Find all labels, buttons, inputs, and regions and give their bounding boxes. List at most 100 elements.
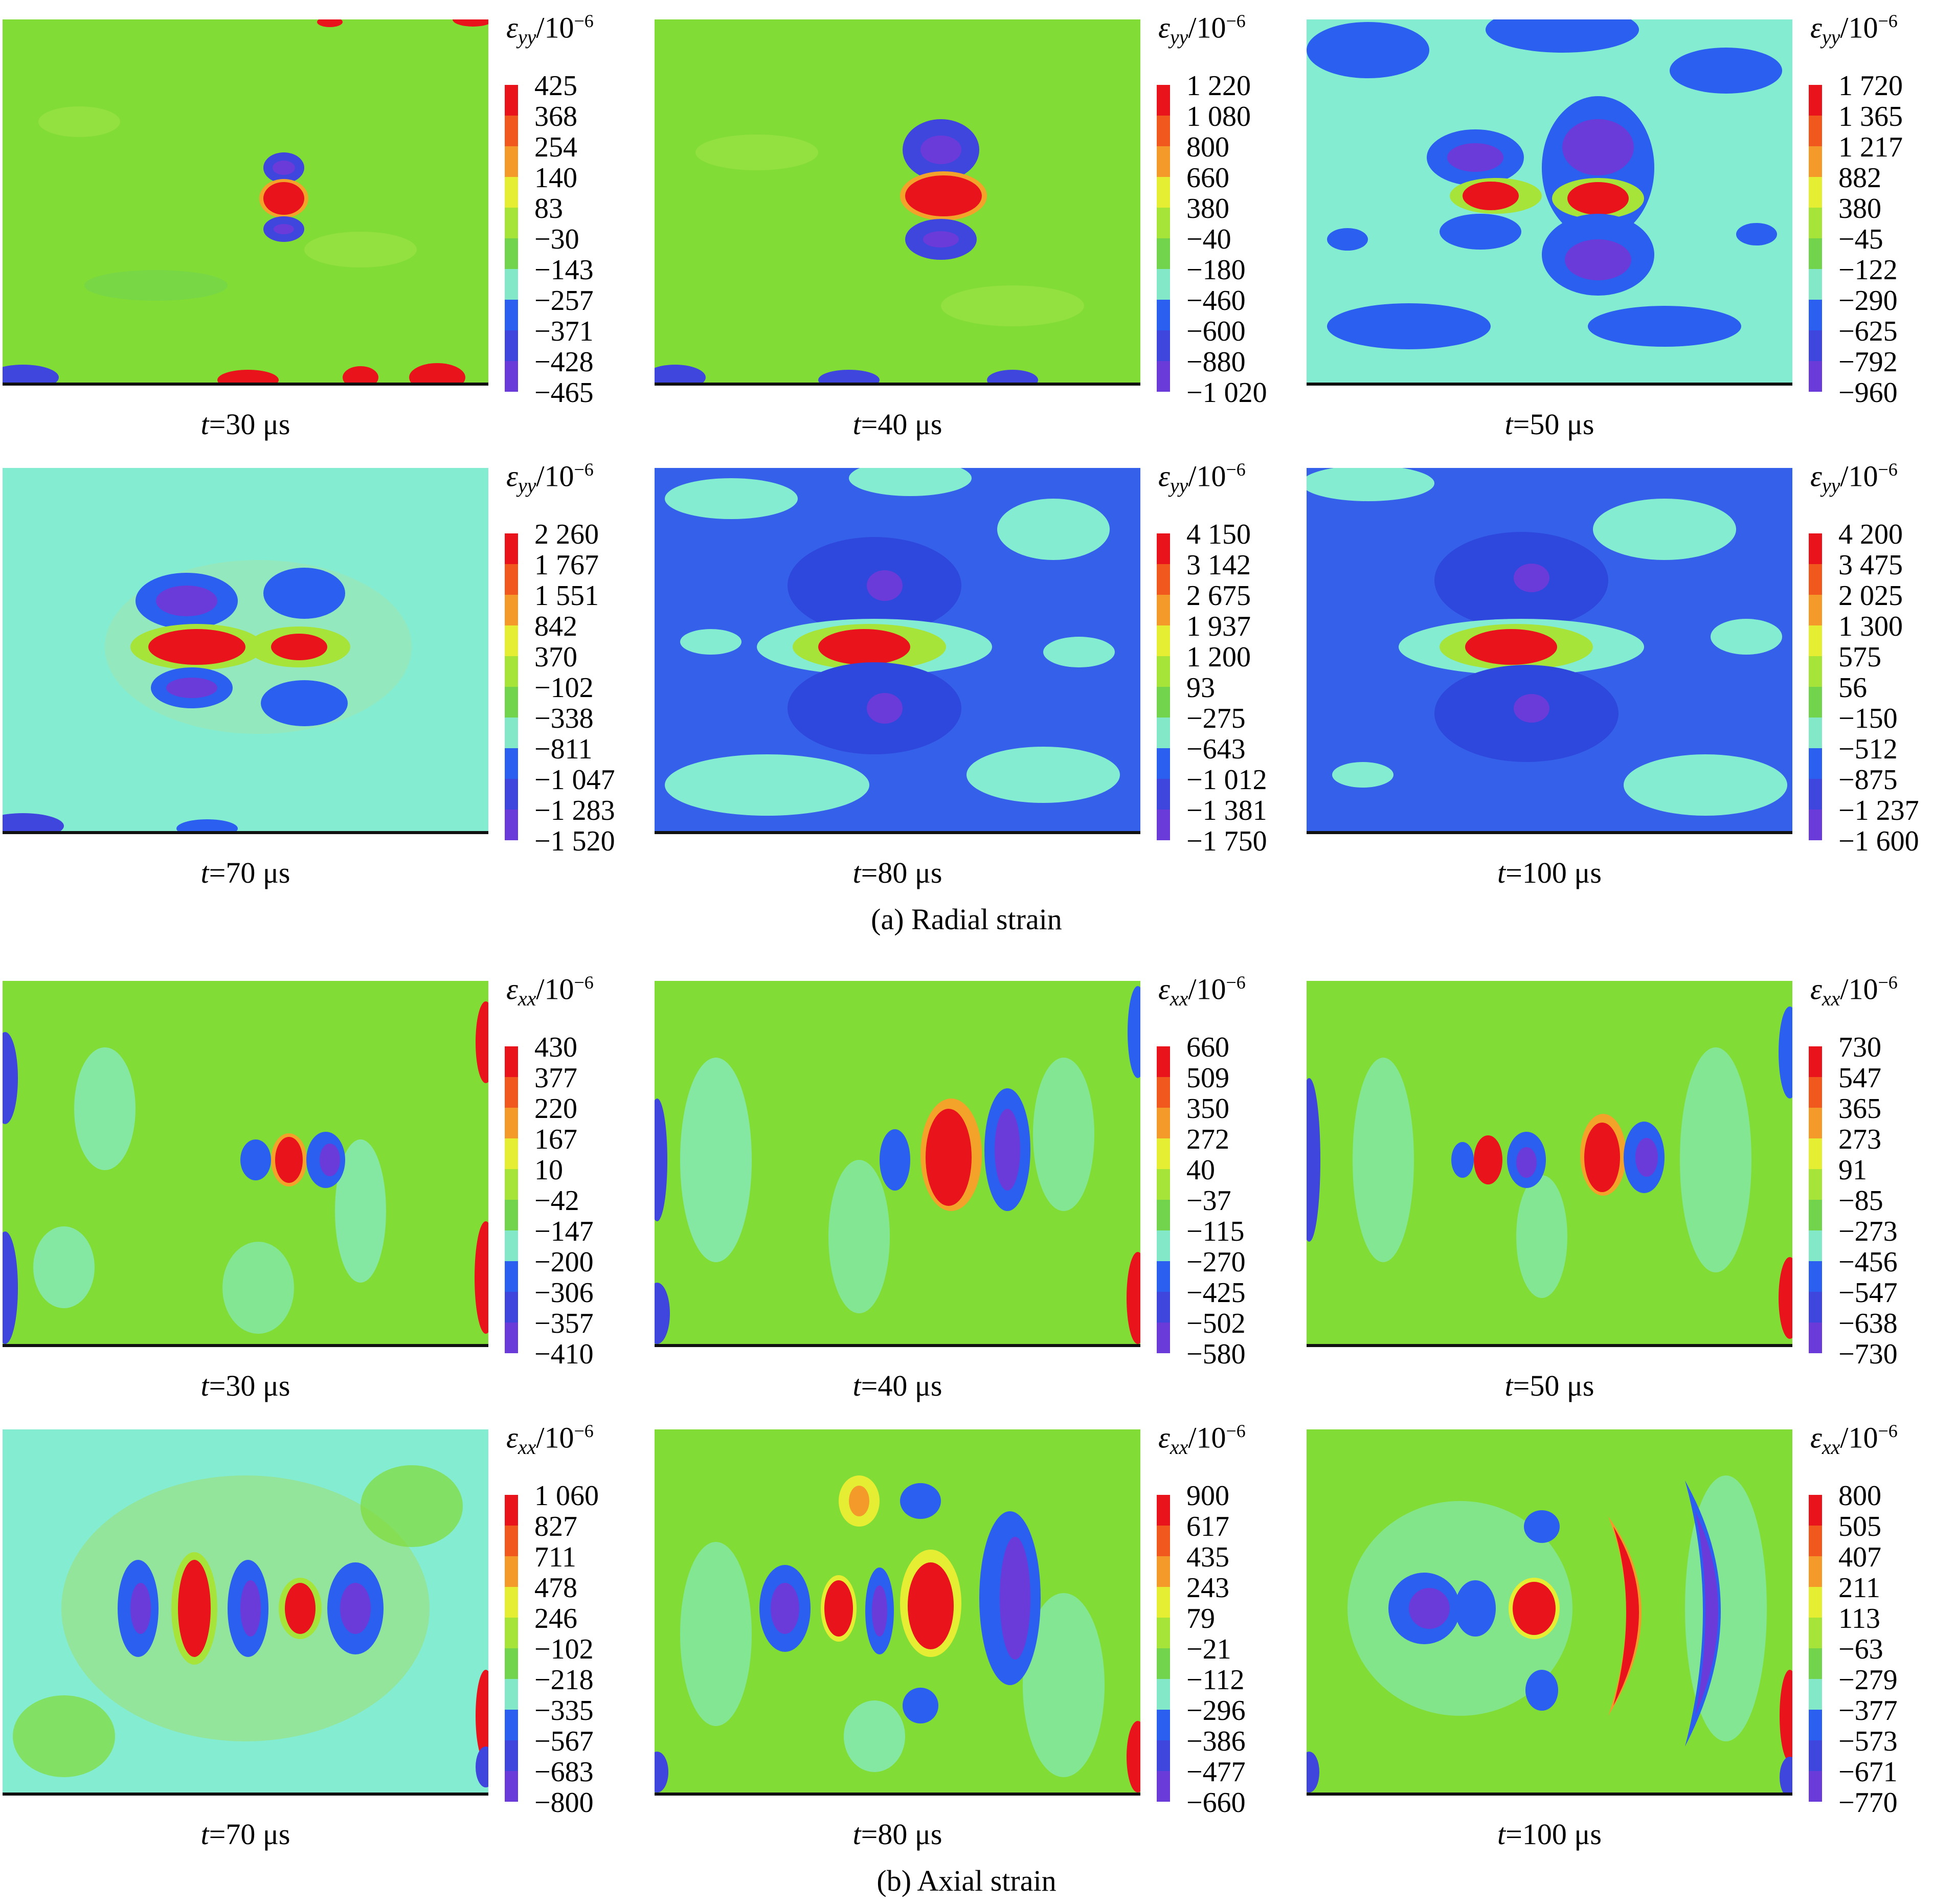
tick-label: −257 bbox=[534, 285, 594, 317]
tick-label: 370 bbox=[534, 641, 577, 673]
tick-label: 56 bbox=[1838, 672, 1867, 704]
tick-label: −40 bbox=[1186, 223, 1231, 255]
tick-label: −338 bbox=[534, 703, 594, 734]
tick-label: −102 bbox=[534, 672, 594, 704]
tick-label: 1 217 bbox=[1838, 131, 1903, 163]
tick-label: 660 bbox=[1186, 1032, 1229, 1063]
strain-field-map bbox=[3, 1429, 488, 1796]
panel-yy100: εyy/10−6 4 200 3 475 2 025 1 300 575 56 −150 −5… bbox=[1307, 459, 1933, 903]
tick-label: 800 bbox=[1838, 1480, 1881, 1512]
tick-label: −290 bbox=[1838, 285, 1898, 317]
tick-label: 505 bbox=[1838, 1511, 1881, 1542]
tick-label: −122 bbox=[1838, 254, 1898, 286]
tick-label: −477 bbox=[1186, 1756, 1246, 1788]
tick-label: −460 bbox=[1186, 285, 1246, 317]
tick-label: −792 bbox=[1838, 346, 1898, 378]
colorbar bbox=[1157, 1046, 1170, 1353]
tick-label: −45 bbox=[1838, 223, 1883, 255]
tick-label: 254 bbox=[534, 131, 577, 163]
tick-label: 220 bbox=[534, 1093, 577, 1125]
caption-axial-strain: (b) Axial strain bbox=[876, 1864, 1057, 1897]
tick-label: 365 bbox=[1838, 1093, 1881, 1125]
colorbar-ticks: 1 220 1 080 800 660 380 −40 −180 −460 −600 −880 −1… bbox=[1186, 71, 1299, 408]
tick-label: −218 bbox=[534, 1664, 594, 1696]
colorbar bbox=[1809, 1495, 1822, 1802]
colorbar-title: εyy/10−6 bbox=[1158, 459, 1246, 497]
tick-label: −730 bbox=[1838, 1338, 1898, 1370]
tick-label: −660 bbox=[1186, 1787, 1246, 1819]
tick-label: −811 bbox=[534, 733, 593, 765]
colorbar-title: εxx/10−6 bbox=[1810, 972, 1898, 1010]
panel-yy30: εyy/10−6 425 368 254 140 83 −30 −143 −257 −371 −4… bbox=[3, 11, 642, 454]
caption-radial-strain: (a) Radial strain bbox=[871, 903, 1062, 936]
tick-label: −580 bbox=[1186, 1338, 1246, 1370]
colorbar-ticks: 425 368 254 140 83 −30 −143 −257 −371 −428 −465 bbox=[534, 71, 647, 408]
tick-label: 575 bbox=[1838, 641, 1881, 673]
time-label: t=30 μs bbox=[200, 1369, 290, 1402]
colorbar-title: εxx/10−6 bbox=[1810, 1421, 1898, 1459]
panel-yy50: εyy/10−6 1 720 1 365 1 217 882 380 −45 −122 −29… bbox=[1307, 11, 1933, 454]
tick-label: 79 bbox=[1186, 1603, 1215, 1634]
tick-label: 380 bbox=[1838, 193, 1881, 225]
tick-label: −547 bbox=[1838, 1277, 1898, 1309]
time-label: t=70 μs bbox=[200, 1818, 290, 1851]
tick-label: 478 bbox=[534, 1572, 577, 1604]
strain-field-map bbox=[3, 468, 488, 834]
time-label: t=40 μs bbox=[852, 408, 942, 441]
tick-label: 113 bbox=[1838, 1603, 1880, 1634]
tick-label: 1 720 bbox=[1838, 70, 1903, 102]
colorbar bbox=[1157, 1495, 1170, 1802]
tick-label: −1 012 bbox=[1186, 764, 1267, 796]
tick-label: 407 bbox=[1838, 1541, 1881, 1573]
strain-field-map bbox=[1307, 981, 1792, 1347]
tick-label: 711 bbox=[534, 1541, 576, 1573]
tick-label: 350 bbox=[1186, 1093, 1229, 1125]
tick-label: 93 bbox=[1186, 672, 1215, 704]
tick-label: −1 600 bbox=[1838, 825, 1919, 857]
tick-label: 1 365 bbox=[1838, 101, 1903, 132]
tick-label: 3 142 bbox=[1186, 549, 1251, 581]
colorbar bbox=[505, 533, 518, 840]
tick-label: −643 bbox=[1186, 733, 1246, 765]
time-label: t=50 μs bbox=[1504, 1369, 1594, 1402]
tick-label: 272 bbox=[1186, 1124, 1229, 1155]
tick-label: 83 bbox=[534, 193, 563, 225]
tick-label: −1 020 bbox=[1186, 377, 1267, 409]
tick-label: −1 237 bbox=[1838, 795, 1919, 826]
panel-yy70: εyy/10−6 2 260 1 767 1 551 842 370 −102 −338 −8… bbox=[3, 459, 642, 903]
colorbar-ticks: 2 260 1 767 1 551 842 370 −102 −338 −811 −1 047−… bbox=[534, 519, 647, 857]
colorbar bbox=[1157, 85, 1170, 392]
tick-label: −150 bbox=[1838, 703, 1898, 734]
tick-label: −115 bbox=[1186, 1216, 1245, 1247]
colorbar-ticks: 1 720 1 365 1 217 882 380 −45 −122 −290 −625 −792… bbox=[1838, 71, 1933, 408]
colorbar-title: εyy/10−6 bbox=[1810, 459, 1898, 497]
colorbar bbox=[505, 85, 518, 392]
tick-label: −1 047 bbox=[534, 764, 615, 796]
strain-field-map bbox=[655, 981, 1140, 1347]
tick-label: 730 bbox=[1838, 1032, 1881, 1063]
tick-label: −502 bbox=[1186, 1308, 1246, 1339]
colorbar-title: εxx/10−6 bbox=[1158, 1421, 1246, 1459]
tick-label: −456 bbox=[1838, 1246, 1898, 1278]
tick-label: −85 bbox=[1838, 1185, 1883, 1217]
tick-label: 4 200 bbox=[1838, 519, 1903, 550]
tick-label: −428 bbox=[534, 346, 594, 378]
tick-label: 211 bbox=[1838, 1572, 1880, 1604]
colorbar-ticks: 4 200 3 475 2 025 1 300 575 56 −150 −512 −875 −1 … bbox=[1838, 519, 1933, 857]
colorbar-ticks: 800 505 407 211 113 −63 −279 −377 −573 −671 −770 bbox=[1838, 1481, 1933, 1818]
tick-label: −275 bbox=[1186, 703, 1246, 734]
tick-label: −386 bbox=[1186, 1726, 1246, 1757]
tick-label: −638 bbox=[1838, 1308, 1898, 1339]
tick-label: 1 080 bbox=[1186, 101, 1251, 132]
tick-label: −279 bbox=[1838, 1664, 1898, 1696]
tick-label: 273 bbox=[1838, 1124, 1881, 1155]
tick-label: −357 bbox=[534, 1308, 594, 1339]
panel-xx100: εxx/10−6 800 505 407 211 113 −63 −279 −377 −573−… bbox=[1307, 1421, 1933, 1864]
tick-label: 91 bbox=[1838, 1154, 1867, 1186]
colorbar bbox=[1809, 85, 1822, 392]
strain-field-map bbox=[3, 981, 488, 1347]
colorbar bbox=[505, 1046, 518, 1353]
strain-field-map bbox=[655, 1429, 1140, 1796]
panel-yy40: εyy/10−6 1 220 1 080 800 660 380 −40 −180 −460−… bbox=[655, 11, 1294, 454]
panel-xx40: εxx/10−6 660 509 350 272 40 −37 −115 −270 −425 −5… bbox=[655, 972, 1294, 1416]
